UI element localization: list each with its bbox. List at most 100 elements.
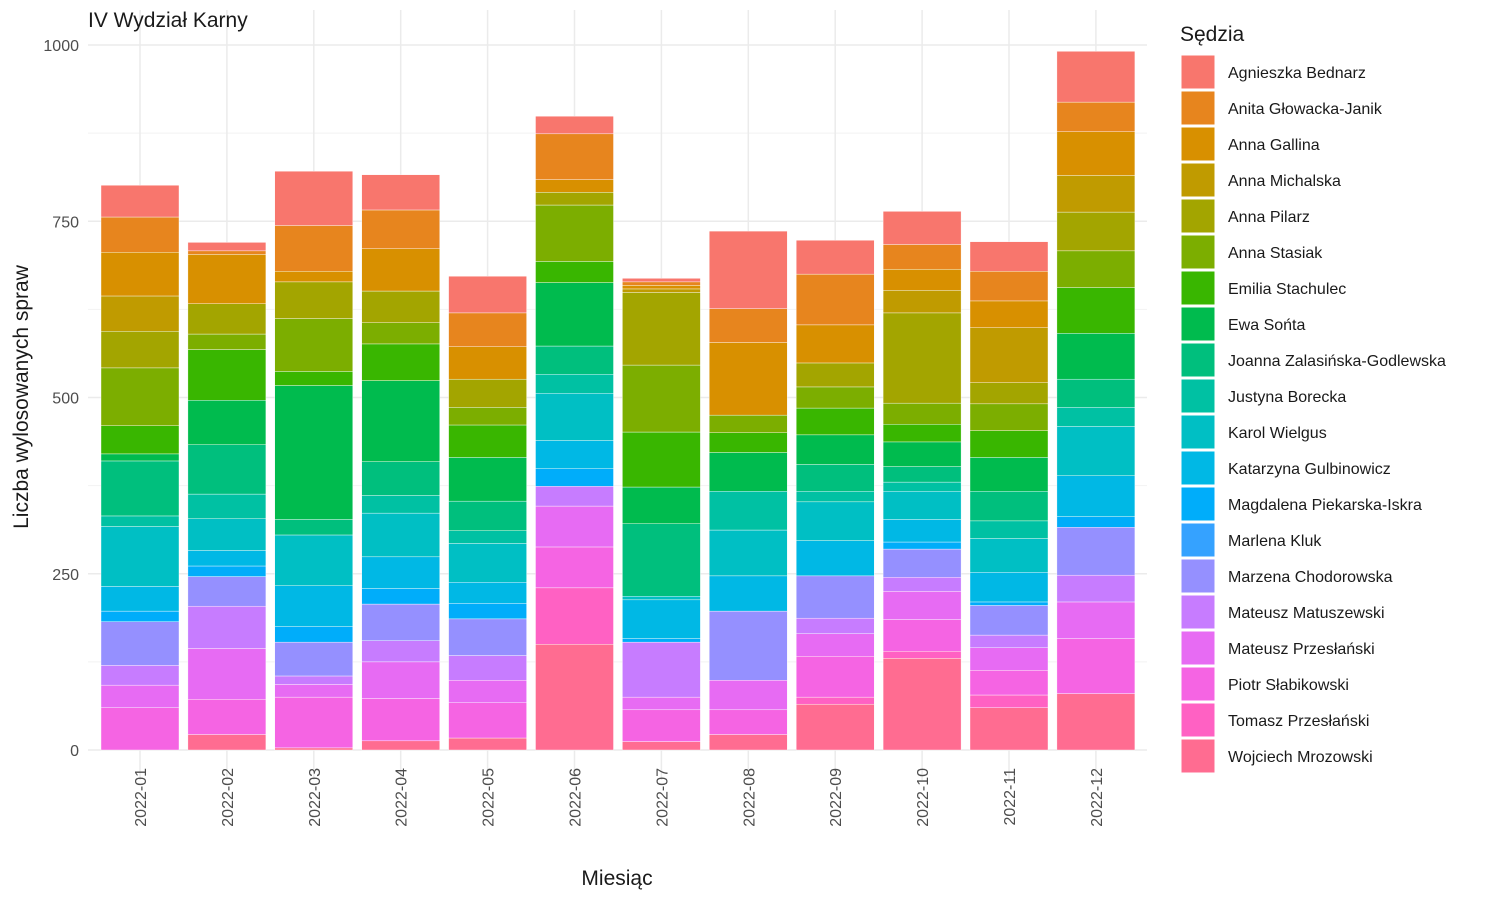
legend-key [1180,630,1216,666]
bar-segment [969,670,1049,696]
bar-segment [969,572,1049,603]
bar-segment [1056,333,1136,380]
bar-segment [187,699,267,735]
bar-segment [1056,378,1136,408]
bar-segment [187,518,267,551]
bar-segment [1056,250,1136,288]
legend-label: Anna Gallina [1228,137,1320,154]
bar-segment [709,529,788,577]
legend-label: Tomasz Przesłański [1228,713,1369,730]
bar-segment [100,684,180,708]
x-tick-label: 2022-10 [915,768,932,827]
bar-segment [535,546,614,589]
bar-segment [969,327,1049,383]
bar-segment [622,741,701,751]
bar-segment [796,240,875,275]
chart-title: IV Wydział Karny [88,9,248,32]
x-tick-label: 2022-04 [394,768,411,827]
bar-segment [187,444,267,495]
bar-segment [361,588,440,605]
bar-segment [361,174,440,211]
bar-segment [882,290,962,314]
bar-segment [100,295,180,332]
bar-segment [969,520,1049,539]
bar-segment [535,468,614,487]
bar-segment [100,586,180,612]
bar-segment [187,333,267,350]
bar-segment [969,457,1049,492]
bar-segment [361,740,440,751]
bar-segment [622,641,701,698]
bar-segment [448,582,527,604]
bar-segment [969,634,1049,648]
bar-segment [1056,601,1136,639]
bar-segment [448,603,527,620]
bar-segment [796,324,875,364]
bar-segment [709,734,788,751]
bar-segment [622,278,701,283]
bar-segment [1056,516,1136,528]
bar-segment [361,343,440,381]
bar-segment [796,703,875,751]
legend-key [1180,234,1216,270]
legend-key [1180,270,1216,306]
bar-segment [882,651,962,659]
bar-segment [535,486,614,507]
legend-label: Wojciech Mrozowski [1228,749,1373,766]
bar-segment [535,505,614,548]
legend-label: Mateusz Matuszewski [1228,605,1385,622]
bar-segment [100,707,180,751]
bar-segment [882,591,962,620]
x-tick-label: 2022-02 [220,768,237,827]
bar-segment [1056,475,1136,517]
legend-key [1180,594,1216,630]
bar-segment [274,626,353,643]
bar-segment [274,675,353,685]
x-tick-label: 2022-01 [133,768,150,827]
bar-segment [1056,407,1136,427]
bar-segment [448,312,527,347]
bar-segment [100,515,180,527]
bar-segment [969,241,1049,272]
legend-key [1180,486,1216,522]
bar-segment [622,364,701,433]
bar-segment [361,380,440,462]
bar-segment [969,491,1049,522]
legend-key [1180,306,1216,342]
bar-segment [274,585,353,627]
bar-segment [361,290,440,323]
bar-segment [535,282,614,347]
bar-segment [709,342,788,416]
x-tick-label: 2022-05 [481,768,498,827]
bar-segment [448,500,527,531]
bar-segment [187,565,267,577]
bar-segment [969,605,1049,636]
bar-segment [100,252,180,297]
bar-segment [796,362,875,388]
bar-segment [882,466,962,483]
bar-segment [361,209,440,249]
y-tick-label: 500 [52,391,79,408]
legend-key [1180,378,1216,414]
y-tick-label: 1000 [43,38,79,55]
y-tick-label: 750 [52,214,79,231]
bar-segment [969,694,1049,708]
bar-segment [709,680,788,711]
x-tick-label: 2022-06 [568,768,585,827]
bar-segment [535,116,614,135]
bar-segment [361,661,440,699]
legend-key [1180,198,1216,234]
legend-label: Anna Pilarz [1228,209,1310,226]
legend-label: Marzena Chodorowska [1228,569,1393,586]
legend-key [1180,162,1216,198]
bar-segment [274,747,353,751]
bar-segment [882,658,962,751]
legend-label: Mateusz Przesłański [1228,641,1375,658]
bar-segment [448,276,527,314]
bar-segment [796,617,875,634]
bar-segment [796,540,875,577]
bar-segment [361,698,440,742]
x-tick-label: 2022-12 [1089,768,1106,827]
bar-segment [448,680,527,703]
